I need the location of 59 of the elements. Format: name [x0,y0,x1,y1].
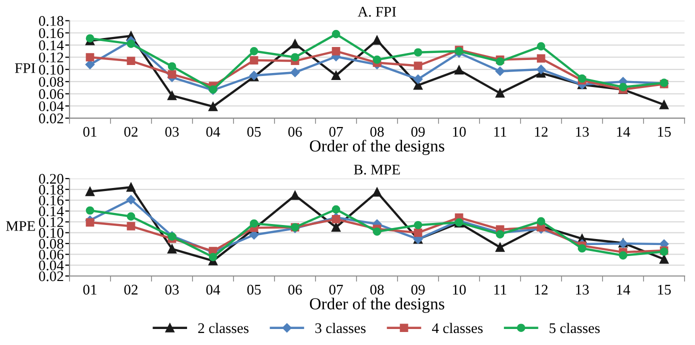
x-tick-label: 10 [453,126,466,137]
x-tick-label: 03 [165,284,179,295]
legend-label: 3 classes [315,322,366,334]
y-tick-label: 0.10 [38,64,64,75]
y-tick-label: 0.04 [38,260,64,270]
x-tick-label: 11 [494,126,506,137]
chart-title: A. FPI [358,6,396,17]
x-tick-label: 05 [247,126,261,137]
y-tick-label: 0.10 [38,228,64,238]
x-tick-label: 06 [288,126,302,137]
x-tick-label: 08 [370,284,384,295]
x-tick-label: 15 [658,126,671,137]
x-tick-label: 08 [370,126,384,137]
x-tick-label: 12 [535,284,548,294]
x-tick-label: 01 [83,126,96,137]
x-tick-label: 15 [658,284,671,295]
x-tick-label: 04 [206,284,220,295]
y-tick-label: 0.08 [38,238,64,249]
y-tick-label: 0.20 [38,174,64,184]
x-tick-label: 06 [288,284,302,295]
x-tick-label: 11 [494,284,506,294]
y-tick-label: 0.16 [38,196,64,206]
x-tick-label: 04 [206,126,220,137]
x-tick-label: 02 [124,126,138,137]
x-tick-label: 01 [83,284,96,295]
y-tick-label: 0.08 [38,76,64,87]
x-tick-label: 10 [453,284,466,295]
legend-label: 5 classes [550,322,600,334]
y-tick-label: 0.02 [38,114,64,124]
chart-title: B. MPE [354,164,400,175]
y-axis-title: MPE [6,221,35,231]
y-tick-label: 0.14 [38,206,64,216]
legend-label: 2 classes [198,322,249,334]
y-tick-label: 0.06 [38,250,64,260]
y-tick-label: 0.06 [38,89,64,100]
x-tick-label: 09 [411,284,425,295]
x-tick-label: 07 [329,284,343,295]
x-axis-title: Order of the designs [310,298,444,313]
x-tick-label: 14 [617,126,630,137]
y-tick-label: 0.18 [38,16,64,26]
legend-label: 4 classes [432,322,483,334]
x-tick-label: 07 [329,126,343,137]
y-tick-label: 0.04 [38,101,64,112]
y-tick-label: 0.02 [38,271,64,282]
x-tick-label: 05 [247,284,261,295]
y-tick-label: 0.12 [38,217,64,228]
x-tick-label: 09 [411,126,425,137]
y-axis-title: FPI [14,63,36,73]
y-tick-label: 0.16 [38,28,64,38]
x-axis-title: Order of the designs [310,140,444,156]
x-tick-label: 02 [124,284,138,295]
x-tick-label: 14 [617,284,630,294]
y-tick-label: 0.18 [38,184,64,195]
x-tick-label: 13 [576,126,589,137]
x-tick-label: 13 [576,284,589,295]
y-tick-label: 0.12 [38,52,64,63]
x-tick-label: 03 [165,126,179,137]
x-tick-label: 12 [535,126,548,137]
y-tick-label: 0.14 [38,40,64,50]
